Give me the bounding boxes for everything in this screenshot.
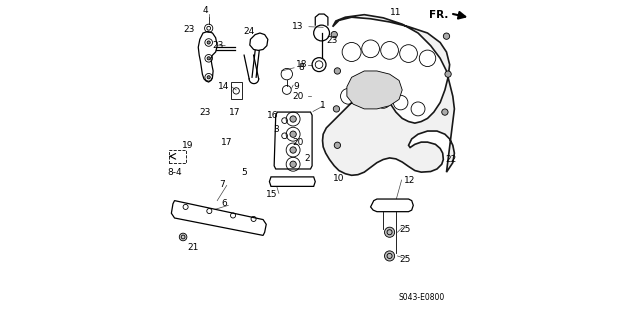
Text: 15: 15 [266, 190, 277, 199]
Text: 3: 3 [274, 125, 280, 134]
Text: 6: 6 [221, 199, 227, 208]
Bar [231, 82, 242, 100]
Text: 21: 21 [188, 243, 199, 252]
Circle shape [207, 41, 211, 44]
Text: 19: 19 [182, 141, 193, 150]
Text: 14: 14 [218, 82, 229, 91]
Circle shape [442, 109, 448, 115]
Text: 11: 11 [390, 8, 401, 17]
Polygon shape [371, 199, 413, 212]
Text: 7: 7 [220, 180, 225, 189]
Text: 18: 18 [296, 60, 307, 69]
Bar [169, 150, 186, 163]
Text: 5: 5 [241, 168, 246, 177]
Circle shape [290, 147, 296, 153]
Circle shape [334, 142, 340, 148]
Polygon shape [198, 32, 217, 82]
Circle shape [207, 76, 211, 79]
Polygon shape [269, 177, 316, 186]
Text: S043-E0800: S043-E0800 [398, 293, 444, 301]
Circle shape [290, 131, 296, 137]
Text: 23: 23 [212, 41, 224, 50]
Text: FR.: FR. [429, 10, 448, 20]
Circle shape [331, 32, 337, 38]
Polygon shape [323, 15, 454, 175]
Circle shape [385, 227, 395, 237]
Text: 25: 25 [400, 255, 411, 263]
Text: 16: 16 [268, 111, 279, 120]
Text: 17: 17 [221, 137, 232, 147]
Polygon shape [172, 201, 266, 235]
Circle shape [179, 233, 187, 241]
Text: 24: 24 [243, 27, 255, 36]
Text: 12: 12 [404, 175, 415, 185]
Text: 23: 23 [183, 25, 195, 34]
Text: 8-4: 8-4 [168, 168, 182, 177]
Text: 1: 1 [320, 101, 326, 110]
Text: 23: 23 [326, 36, 337, 45]
Circle shape [334, 68, 340, 74]
Text: 20: 20 [292, 137, 303, 147]
Text: 13: 13 [292, 22, 303, 31]
Circle shape [445, 71, 451, 77]
Circle shape [207, 57, 211, 60]
Text: 17: 17 [229, 108, 240, 116]
Polygon shape [274, 112, 312, 169]
Text: 8: 8 [298, 63, 304, 72]
Text: 20: 20 [292, 92, 303, 101]
Text: 2: 2 [304, 154, 310, 163]
Text: 10: 10 [333, 174, 345, 183]
Polygon shape [347, 71, 402, 109]
Text: 4: 4 [203, 6, 209, 15]
Circle shape [385, 251, 395, 261]
Text: 23: 23 [199, 108, 211, 116]
Polygon shape [250, 33, 268, 50]
Text: 9: 9 [293, 82, 299, 91]
Circle shape [444, 33, 450, 39]
Text: 22: 22 [445, 155, 456, 164]
Circle shape [290, 116, 296, 122]
Text: 25: 25 [400, 225, 411, 234]
Circle shape [290, 161, 296, 167]
Circle shape [333, 106, 340, 112]
